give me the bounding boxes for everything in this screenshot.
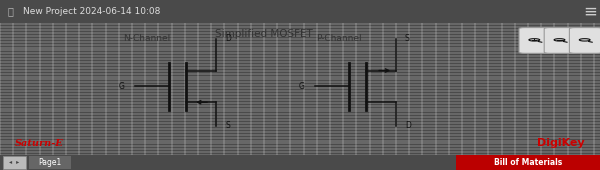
Text: 🖊: 🖊 bbox=[8, 6, 14, 16]
Text: S: S bbox=[225, 122, 230, 131]
Text: G: G bbox=[298, 82, 304, 91]
Text: D: D bbox=[405, 122, 411, 131]
FancyBboxPatch shape bbox=[456, 155, 600, 170]
Text: DigiKey: DigiKey bbox=[538, 138, 585, 148]
Text: P-Channel: P-Channel bbox=[316, 34, 362, 43]
Text: Page1: Page1 bbox=[38, 158, 61, 167]
Text: Simplified MOSFET: Simplified MOSFET bbox=[215, 29, 313, 39]
Text: ≡: ≡ bbox=[583, 3, 597, 20]
FancyBboxPatch shape bbox=[569, 28, 600, 53]
Text: G: G bbox=[118, 82, 124, 91]
Text: Saturn-E: Saturn-E bbox=[15, 139, 64, 148]
Text: New Project 2024-06-14 10:08: New Project 2024-06-14 10:08 bbox=[23, 7, 160, 16]
FancyBboxPatch shape bbox=[544, 28, 577, 53]
Text: N-Channel: N-Channel bbox=[124, 34, 170, 43]
Text: ◂  ▸: ◂ ▸ bbox=[9, 160, 20, 165]
FancyBboxPatch shape bbox=[519, 28, 552, 53]
Text: D: D bbox=[225, 34, 231, 43]
FancyBboxPatch shape bbox=[29, 156, 71, 169]
Text: S: S bbox=[405, 34, 410, 43]
FancyBboxPatch shape bbox=[3, 156, 26, 169]
Text: Bill of Materials: Bill of Materials bbox=[494, 158, 562, 167]
